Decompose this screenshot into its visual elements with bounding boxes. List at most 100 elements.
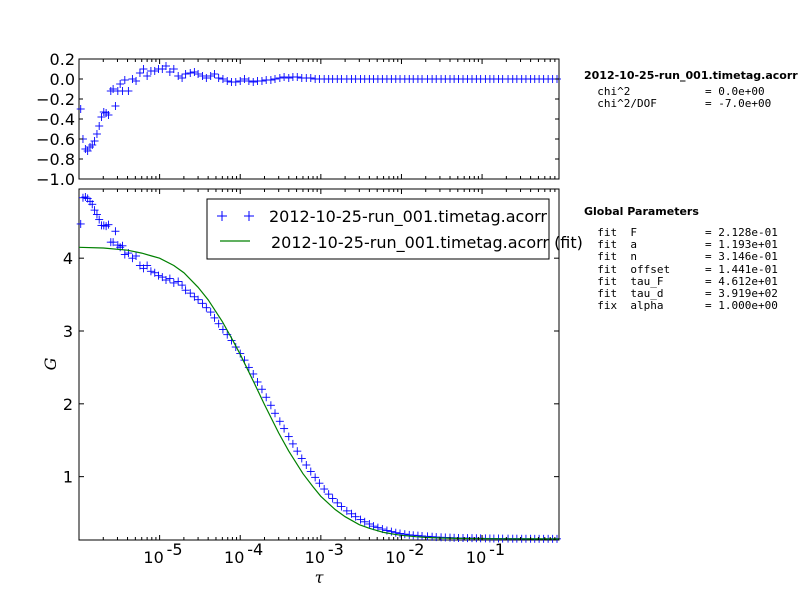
statistic-value: = -7.0e+00 bbox=[705, 97, 772, 111]
data-point bbox=[178, 281, 187, 290]
residual-point bbox=[116, 80, 125, 88]
legend-label-fit: 2012-10-25-run_001.timetag.acorr (fit) bbox=[271, 233, 583, 253]
residual-point bbox=[161, 62, 170, 70]
residual-y-tick-label: −0.6 bbox=[36, 130, 75, 149]
residual-point bbox=[128, 75, 137, 83]
data-point bbox=[396, 529, 405, 538]
data-point bbox=[181, 286, 190, 295]
x-tick-label: 10 bbox=[305, 548, 325, 567]
residual-point bbox=[124, 87, 133, 95]
parameter-row: fit tau_F = 4.612e+01 bbox=[584, 274, 778, 288]
residual-point bbox=[190, 68, 199, 76]
residual-point bbox=[186, 69, 195, 77]
legend-box bbox=[206, 198, 550, 260]
residuals-y-ticks: 0.20.0−0.2−0.4−0.6−0.8−1.0 bbox=[36, 50, 559, 189]
data-point bbox=[266, 401, 275, 410]
run-title: 2012-10-25-run_001.timetag.acorr bbox=[584, 69, 798, 82]
residual-point bbox=[210, 70, 219, 78]
data-point bbox=[210, 313, 219, 322]
data-point bbox=[297, 454, 306, 463]
residual-point bbox=[109, 85, 118, 93]
parameter-name: fix alpha bbox=[584, 299, 664, 313]
residual-point bbox=[236, 77, 245, 85]
x-tick-exponent: -1 bbox=[489, 540, 505, 559]
residual-y-tick-label: −0.2 bbox=[36, 90, 75, 109]
residual-point bbox=[169, 65, 178, 73]
data-point bbox=[92, 210, 101, 219]
residual-y-tick-label: 0.2 bbox=[50, 50, 75, 69]
residual-y-tick-label: 0.0 bbox=[50, 70, 75, 89]
residual-point bbox=[97, 113, 106, 121]
data-point bbox=[202, 303, 211, 312]
residuals-panel: 0.20.0−0.2−0.4−0.6−0.8−1.0 bbox=[36, 50, 561, 189]
data-point bbox=[328, 494, 337, 503]
parameter-name: fit n bbox=[584, 250, 637, 264]
data-point bbox=[280, 424, 289, 433]
data-point bbox=[271, 409, 280, 418]
parameter-row: fix alpha = 1.000e+00 bbox=[584, 300, 778, 312]
residual-point bbox=[120, 76, 129, 84]
data-point bbox=[302, 460, 311, 469]
residual-point bbox=[223, 77, 232, 85]
data-point bbox=[169, 278, 178, 287]
residual-point bbox=[244, 77, 253, 85]
parameter-row: fit n = 3.146e-01 bbox=[584, 251, 778, 263]
data-point bbox=[360, 517, 369, 526]
parameter-name: fit tau_F bbox=[584, 274, 664, 288]
x-tick-label: 10 bbox=[143, 548, 163, 567]
residual-point bbox=[218, 75, 227, 83]
data-point bbox=[111, 227, 120, 236]
statistic-value: = 0.0e+00 bbox=[705, 85, 765, 98]
residual-point bbox=[95, 122, 104, 130]
data-point bbox=[128, 254, 137, 263]
data-point bbox=[198, 299, 207, 308]
parameter-name: fit F bbox=[584, 226, 637, 239]
data-point bbox=[214, 319, 223, 328]
data-point bbox=[186, 289, 195, 298]
data-point bbox=[400, 530, 409, 539]
statistic-name: chi^2 bbox=[584, 85, 631, 98]
data-point bbox=[132, 251, 141, 260]
residual-point bbox=[174, 72, 183, 80]
residual-point bbox=[104, 111, 113, 119]
data-point bbox=[218, 325, 227, 334]
parameter-value: = 3.146e-01 bbox=[705, 250, 778, 264]
x-tick-exponent: -2 bbox=[408, 540, 424, 559]
parameter-value: = 1.441e-01 bbox=[705, 262, 778, 276]
residual-y-tick-label: −0.4 bbox=[36, 110, 75, 129]
residual-point bbox=[198, 72, 207, 80]
data-point bbox=[333, 498, 342, 507]
data-point bbox=[118, 241, 127, 250]
autocorrelation-x-ticks: 10 -5 10 -4 10 -3 10 -2 10 -1 bbox=[78, 189, 560, 567]
parameter-name: fit offset bbox=[584, 262, 671, 276]
data-point bbox=[311, 473, 320, 482]
data-point bbox=[342, 506, 351, 515]
residual-point bbox=[214, 74, 223, 82]
residual-point bbox=[231, 78, 240, 86]
data-point bbox=[262, 393, 271, 402]
data-point bbox=[391, 528, 400, 537]
parameter-row: fit a = 1.193e+01 bbox=[584, 238, 778, 252]
parameter-value: = 1.193e+01 bbox=[705, 238, 778, 252]
data-point bbox=[90, 206, 99, 215]
x-tick-label: 10 bbox=[466, 548, 486, 567]
data-point bbox=[249, 369, 258, 378]
global-parameters-list: fit F = 2.128e-01 fit a = 1.193e+01 fit n =… bbox=[584, 226, 778, 312]
y-axis-label: G bbox=[41, 357, 60, 370]
data-point bbox=[306, 467, 315, 476]
x-tick-label: 10 bbox=[385, 548, 405, 567]
global-parameters-title: Global Parameters bbox=[584, 205, 699, 218]
x-tick-exponent: -4 bbox=[247, 540, 263, 559]
x-tick-exponent: -3 bbox=[328, 540, 344, 559]
residual-point bbox=[284, 74, 293, 82]
statistic-name: chi^2/DOF bbox=[584, 97, 657, 111]
data-point bbox=[104, 220, 113, 229]
data-point bbox=[206, 308, 215, 317]
parameter-row: fit F = 2.128e-01 bbox=[584, 226, 778, 239]
residual-point bbox=[271, 75, 280, 83]
residuals-x-ticks bbox=[78, 59, 560, 179]
data-point bbox=[76, 219, 85, 228]
residual-point bbox=[306, 74, 315, 82]
data-point bbox=[194, 295, 203, 304]
data-point bbox=[165, 274, 174, 283]
